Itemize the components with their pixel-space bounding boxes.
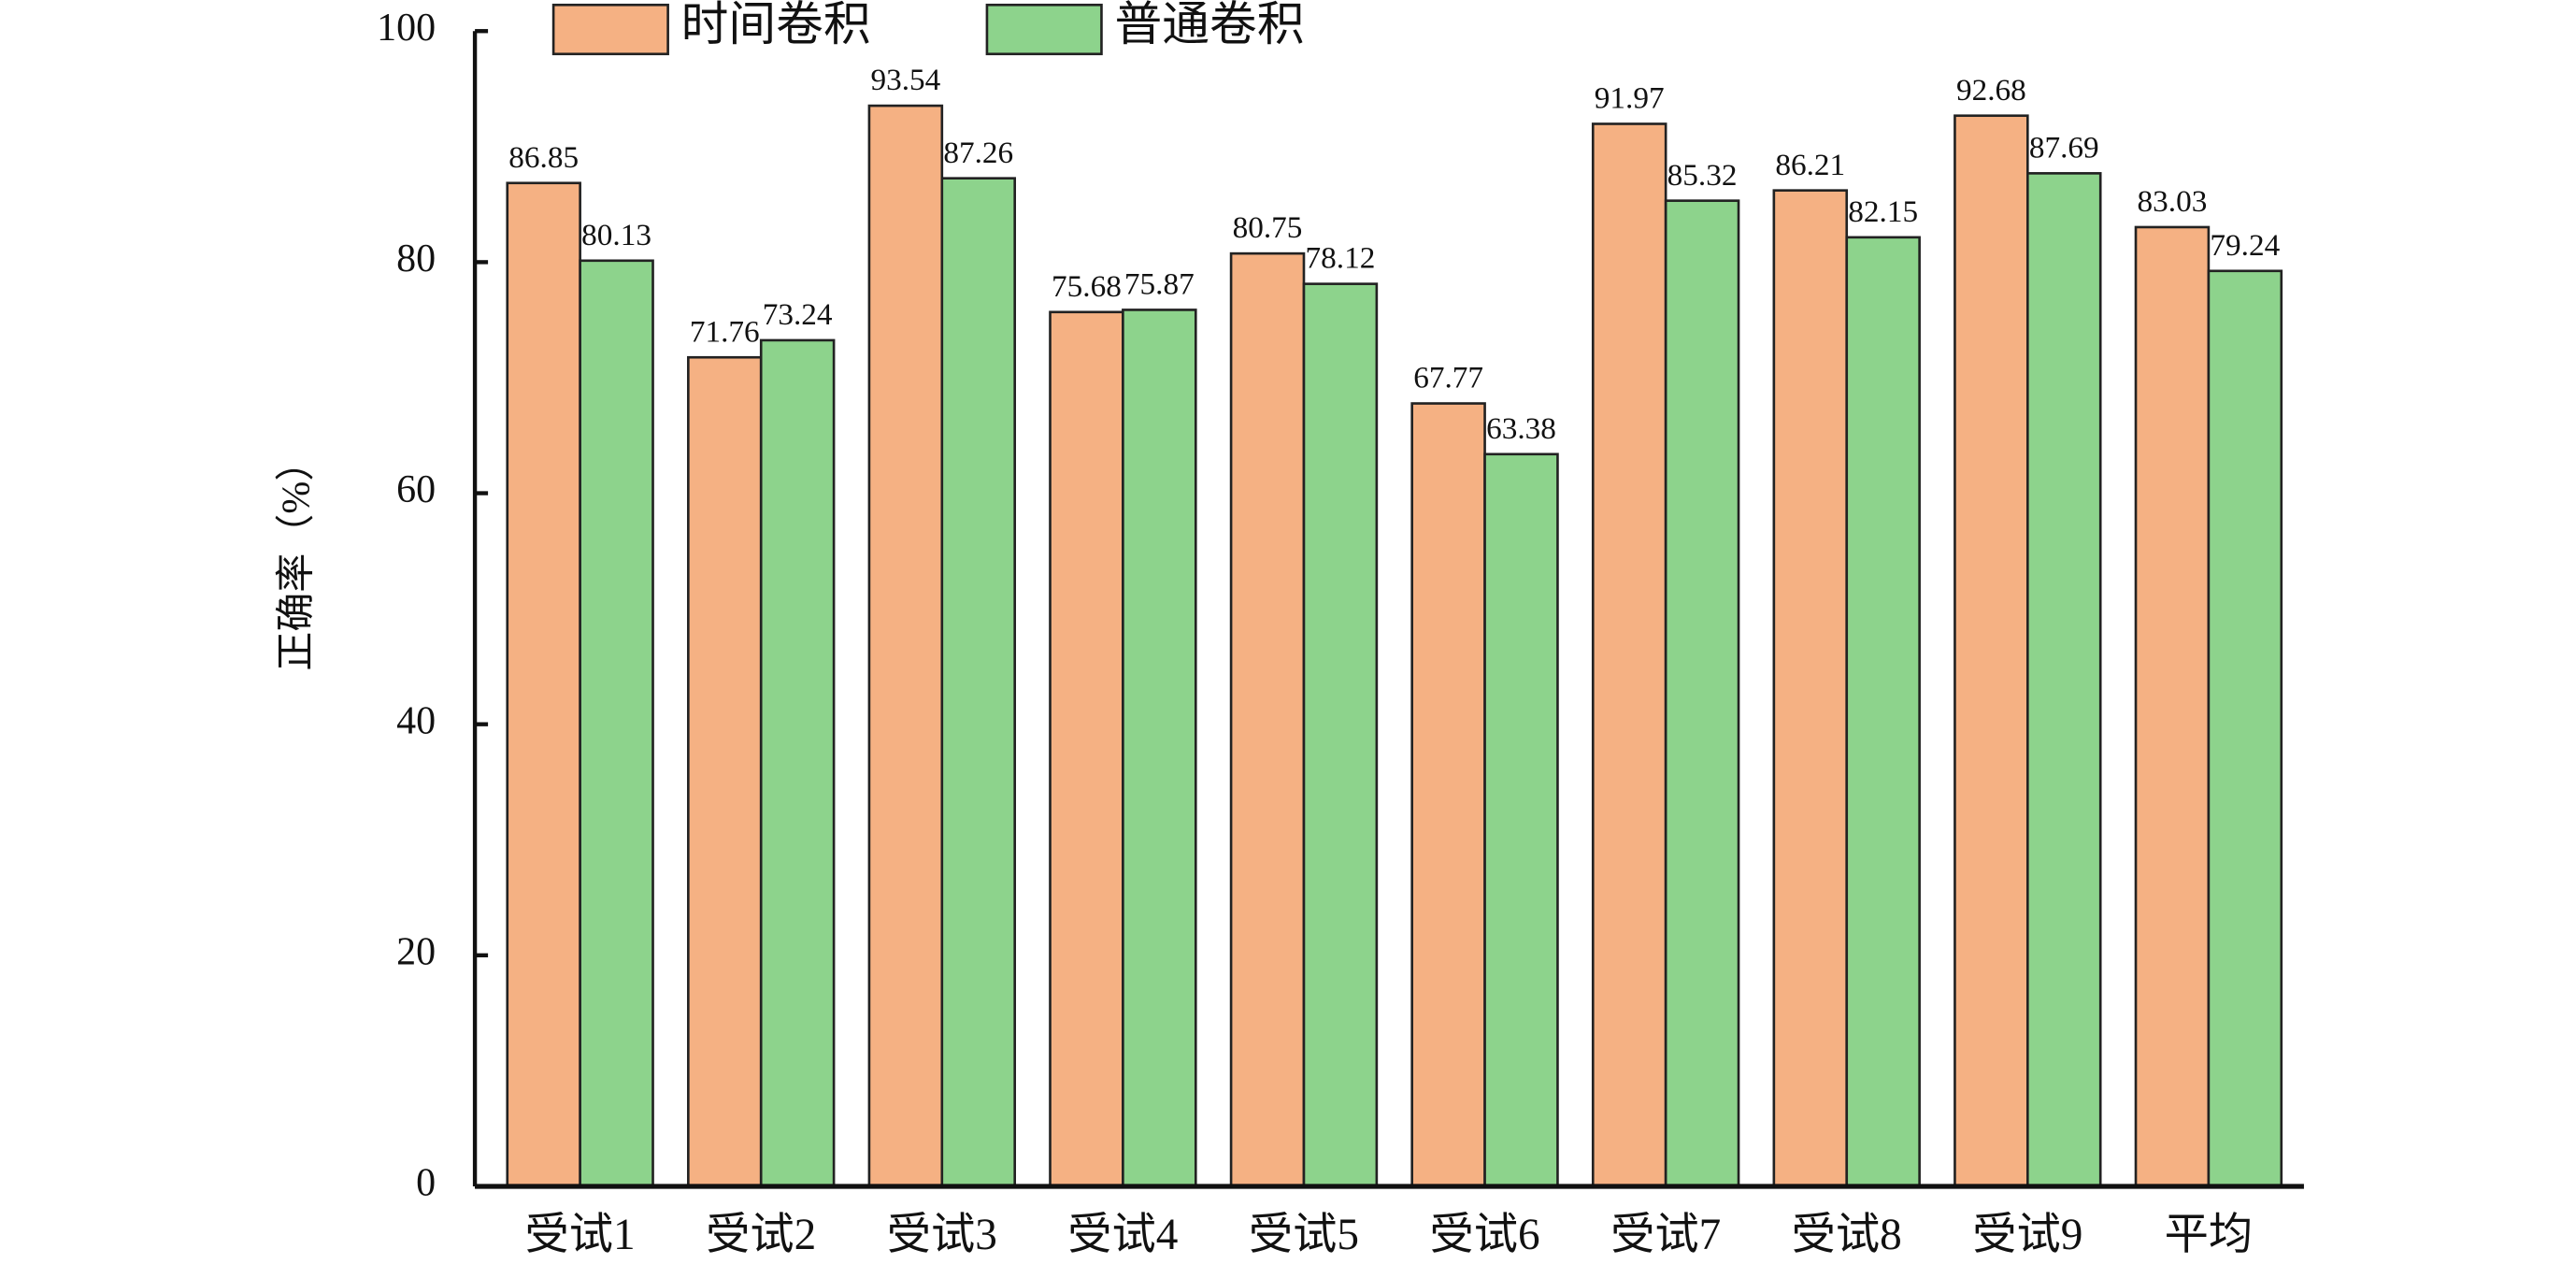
value-label: 92.68 <box>1956 73 2026 108</box>
x-tick-label: 受试5 <box>1249 1211 1359 1259</box>
value-label: 93.54 <box>870 63 940 97</box>
value-label: 80.13 <box>581 218 651 252</box>
x-tick-label: 受试7 <box>1610 1211 1721 1259</box>
value-label: 73.24 <box>763 297 833 332</box>
value-label: 86.85 <box>508 140 579 175</box>
value-label: 87.26 <box>943 136 1013 170</box>
y-axis-label: 正确率（%） <box>274 442 318 671</box>
bar <box>2134 225 2211 1188</box>
bar <box>579 259 654 1188</box>
value-label: 63.38 <box>1486 411 1556 446</box>
bar <box>867 104 944 1188</box>
bar <box>1591 122 1667 1188</box>
bar <box>1664 199 1740 1188</box>
value-label: 80.75 <box>1233 210 1303 245</box>
bar <box>1302 282 1379 1188</box>
x-tick-label: 受试4 <box>1067 1211 1178 1259</box>
y-tick-label: 60 <box>396 468 436 511</box>
bar <box>1845 236 1921 1188</box>
y-tick-label: 40 <box>396 699 436 742</box>
legend-swatch <box>985 3 1103 56</box>
value-label: 82.15 <box>1848 194 1918 229</box>
x-tick-label: 受试6 <box>1429 1211 1539 1259</box>
bar <box>2207 269 2283 1188</box>
value-label: 67.77 <box>1413 361 1483 395</box>
x-tick-label: 平均 <box>2165 1211 2254 1259</box>
value-label: 78.12 <box>1306 241 1376 276</box>
x-tick-label: 受试3 <box>887 1211 997 1259</box>
bar <box>759 338 836 1188</box>
value-label: 75.87 <box>1124 267 1195 302</box>
bar <box>1772 189 1849 1188</box>
value-label: 86.21 <box>1775 148 1845 182</box>
x-tick-label: 受试1 <box>525 1211 636 1259</box>
bar <box>1483 452 1559 1188</box>
bar <box>1049 310 1124 1188</box>
value-label: 75.68 <box>1052 269 1122 304</box>
value-label: 71.76 <box>690 314 760 349</box>
bar <box>1410 402 1486 1188</box>
bar <box>687 355 763 1188</box>
y-tick-label: 0 <box>416 1162 436 1205</box>
bar <box>1953 114 2029 1188</box>
bar <box>1229 251 1306 1188</box>
legend-label: 时间卷积 <box>681 0 871 50</box>
value-label: 85.32 <box>1667 158 1738 193</box>
y-tick-label: 80 <box>396 237 436 280</box>
legend-swatch <box>551 3 669 56</box>
bar <box>2026 172 2102 1188</box>
x-tick-label: 受试2 <box>706 1211 816 1259</box>
value-label: 91.97 <box>1595 81 1665 116</box>
y-tick-label: 20 <box>396 930 436 973</box>
bar <box>940 177 1017 1188</box>
x-tick-label: 受试9 <box>1972 1211 2082 1259</box>
y-tick-label: 100 <box>377 7 436 50</box>
bar <box>1122 309 1197 1188</box>
bar <box>506 181 581 1188</box>
legend-label: 普通卷积 <box>1114 0 1304 50</box>
x-tick-label: 受试8 <box>1792 1211 1902 1259</box>
value-label: 87.69 <box>2029 130 2099 165</box>
value-label: 83.03 <box>2138 184 2208 219</box>
value-label: 79.24 <box>2210 228 2280 263</box>
